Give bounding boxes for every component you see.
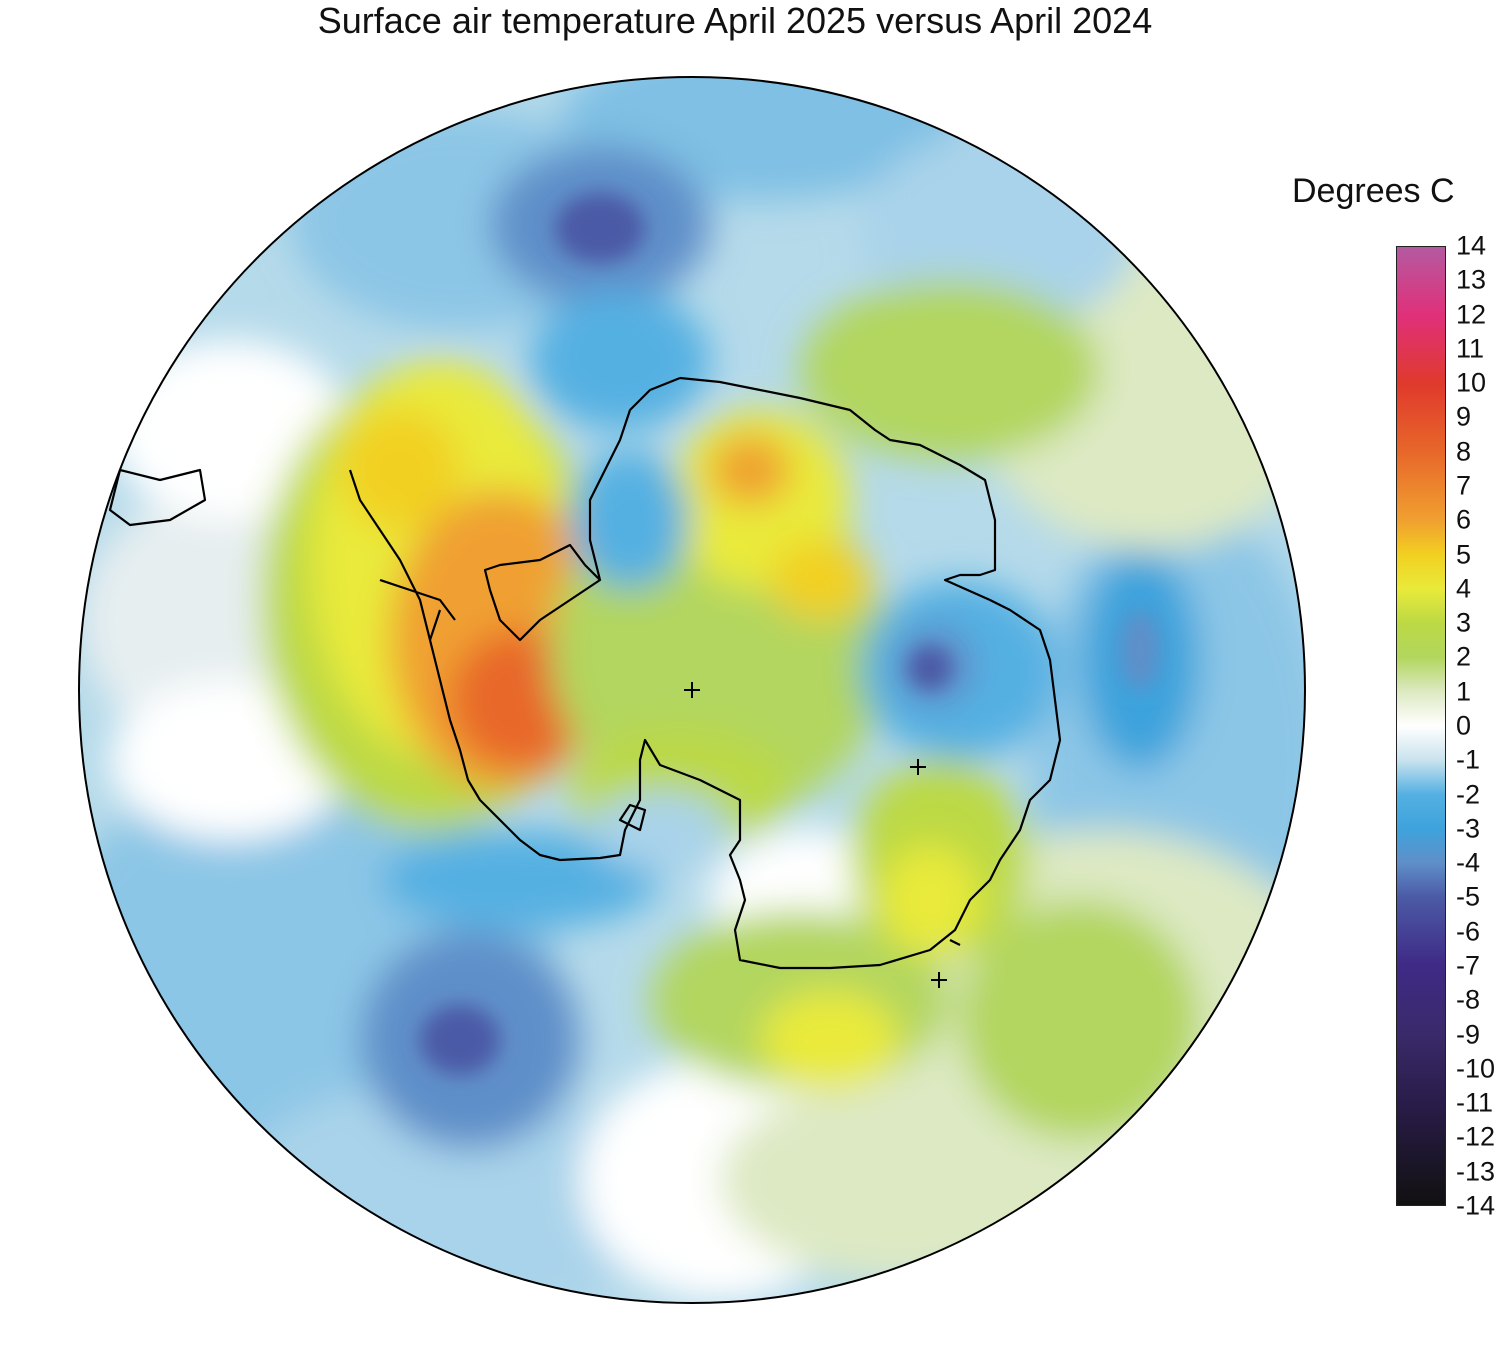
colorbar-tick-label: -3 xyxy=(1456,813,1481,844)
colorbar-tick-label: -4 xyxy=(1456,847,1481,878)
colorbar-tick-label: -5 xyxy=(1456,881,1481,912)
colorbar-tick-label: 0 xyxy=(1456,710,1472,741)
colorbar-tick-label: -8 xyxy=(1456,984,1481,1015)
colorbar-tick-label: 5 xyxy=(1456,539,1472,570)
colorbar-tick-label: -10 xyxy=(1456,1053,1496,1084)
colorbar-tick-label: 14 xyxy=(1456,230,1487,261)
station-marker-southeast xyxy=(931,972,947,988)
legend-title: Degrees C xyxy=(1292,172,1455,210)
colorbar-tick-label: -13 xyxy=(1456,1156,1496,1187)
colorbar-tick-label: 4 xyxy=(1456,573,1472,604)
colorbar xyxy=(1396,246,1446,1206)
colorbar-tick-label: -6 xyxy=(1456,916,1481,947)
colorbar-tick-label: 1 xyxy=(1456,676,1472,707)
colorbar-tick-label: 2 xyxy=(1456,641,1472,672)
south-pole-marker xyxy=(684,682,700,698)
colorbar-tick-label: 3 xyxy=(1456,607,1472,638)
colorbar-tick-labels: 14 13 12 11 10 9 8 7 6 5 4 3 2 1 0 -1 -2 -3 -4 -5 -6 -7 -8 -9 -1… xyxy=(1456,232,1500,1219)
colorbar-tick-label: 8 xyxy=(1456,436,1472,467)
station-marker-east xyxy=(910,759,926,775)
colorbar-tick-label: -7 xyxy=(1456,950,1481,981)
colorbar-tick-label: 9 xyxy=(1456,401,1472,432)
antarctica-coastline xyxy=(108,376,1062,970)
colorbar-tick-label: 11 xyxy=(1456,333,1485,364)
colorbar-tick-label: 6 xyxy=(1456,504,1472,535)
colorbar-tick-label: 13 xyxy=(1456,264,1487,295)
colorbar-tick-label: -2 xyxy=(1456,779,1481,810)
colorbar-tick-label: 7 xyxy=(1456,470,1472,501)
map-title: Surface air temperature April 2025 versu… xyxy=(317,0,1153,41)
colorbar-tick-label: -12 xyxy=(1456,1121,1496,1152)
colorbar-tick-label: -14 xyxy=(1456,1190,1496,1221)
colorbar-tick-label: -1 xyxy=(1456,744,1481,775)
colorbar-tick-label: -11 xyxy=(1456,1087,1494,1118)
anomaly-field xyxy=(79,77,1305,1303)
colorbar-tick-label: -9 xyxy=(1456,1019,1481,1050)
colorbar-tick-label: 12 xyxy=(1456,299,1487,330)
colorbar-tick-label: 10 xyxy=(1456,367,1487,398)
grid-markers xyxy=(684,682,947,988)
map-boundary-circle xyxy=(78,76,1306,1304)
